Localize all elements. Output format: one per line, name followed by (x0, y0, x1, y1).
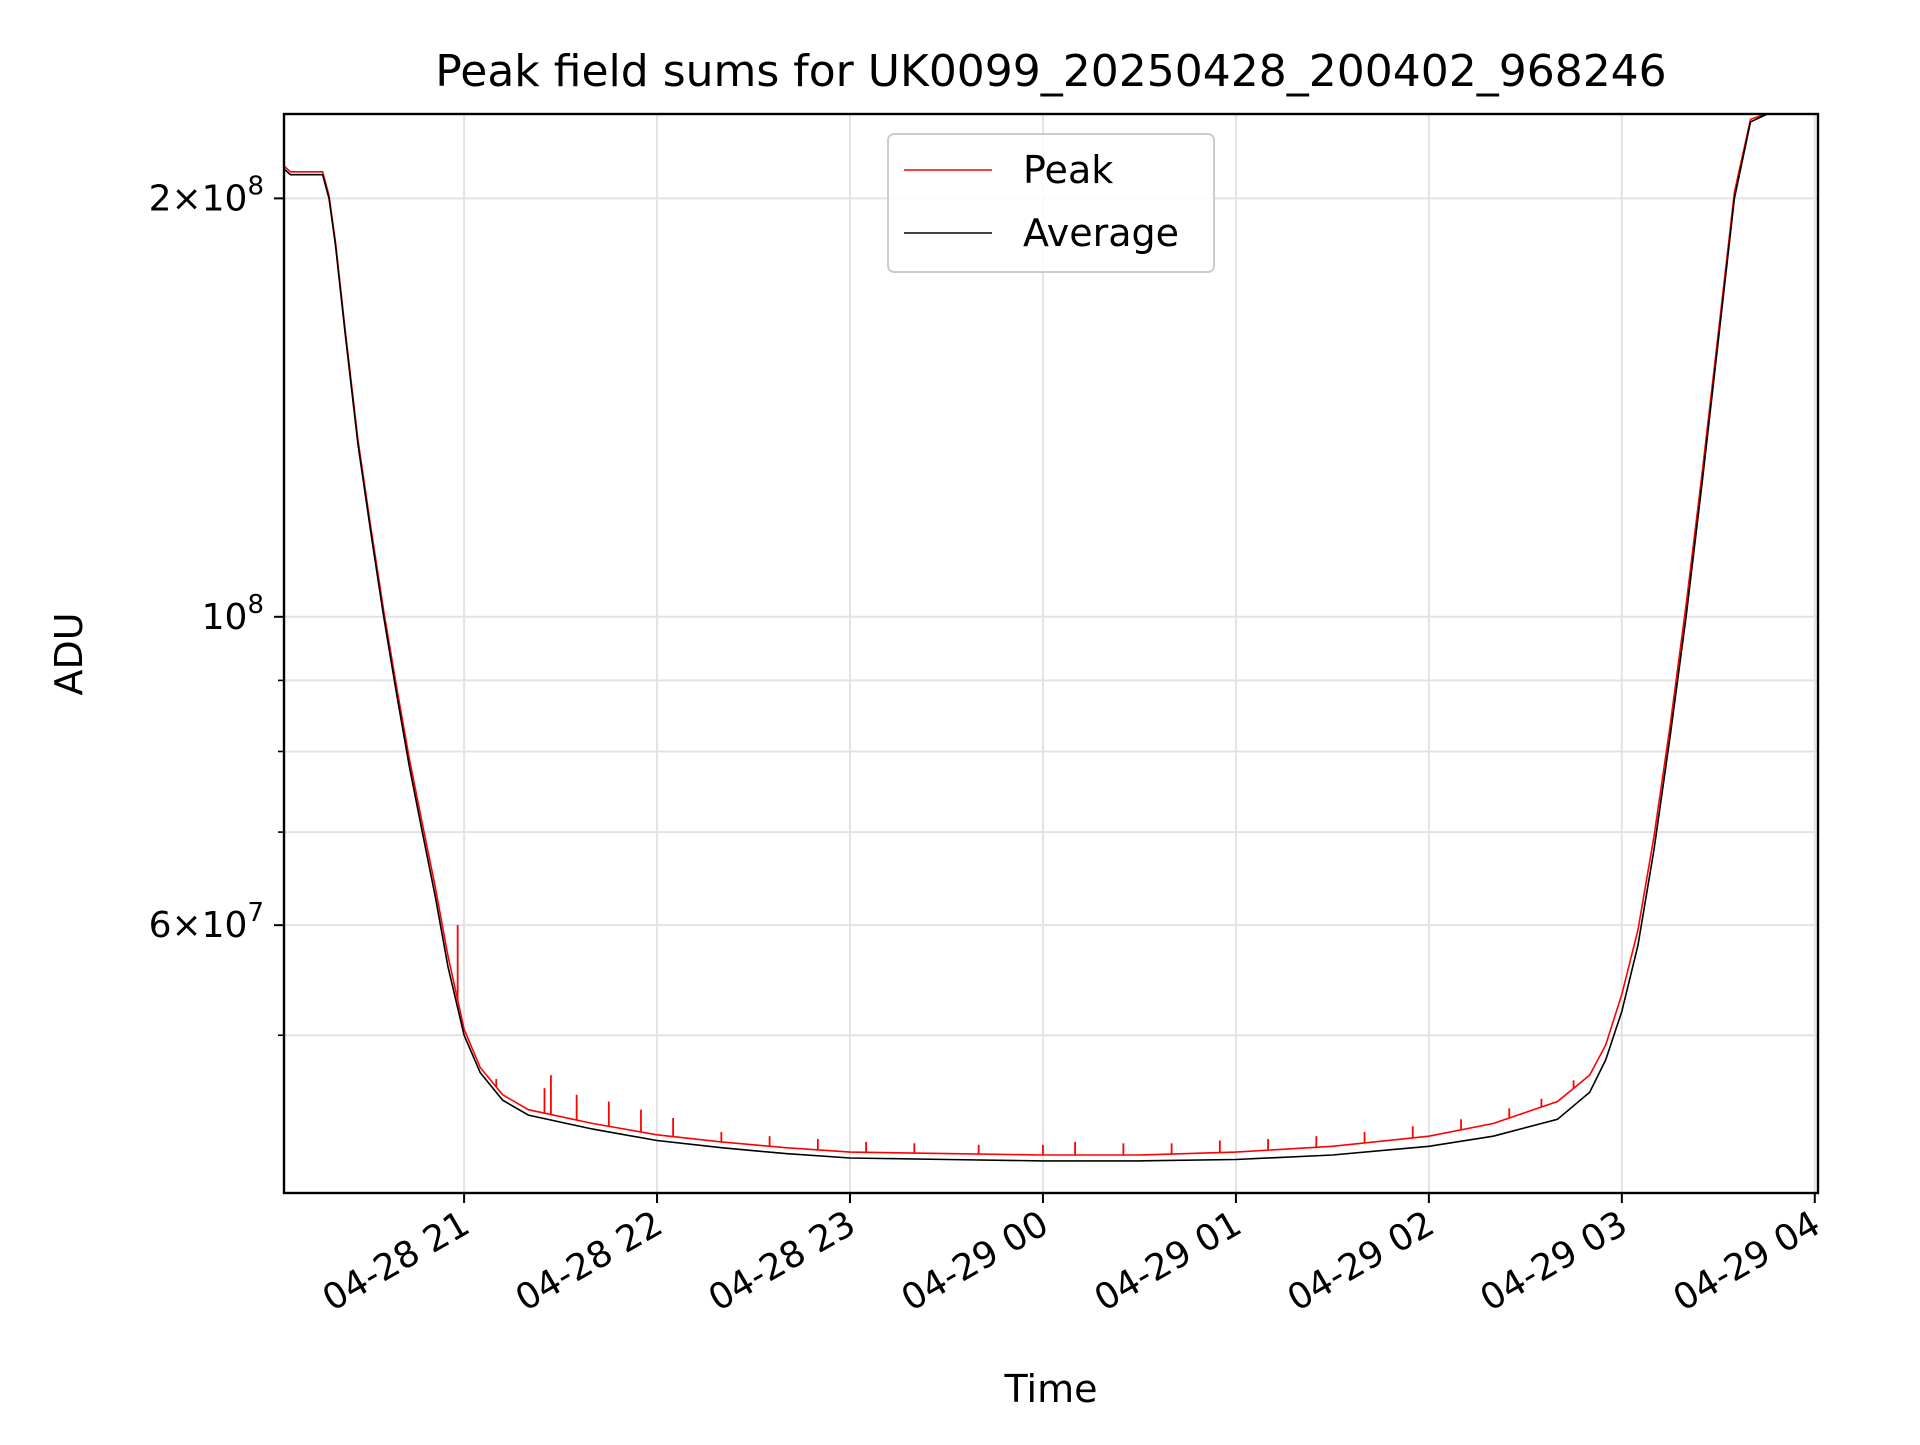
legend-label-peak: Peak (1023, 148, 1113, 192)
plot-frame (282, 112, 1820, 1195)
y-tick-label: 2×108 (149, 171, 264, 219)
series-average (284, 114, 1770, 1162)
y-axis-label: ADU (47, 612, 91, 695)
legend: Peak Average (887, 133, 1215, 273)
series-layer (284, 114, 1770, 1162)
y-tick-label: 6×107 (149, 898, 264, 946)
series-average-line (284, 114, 1770, 1162)
grid (284, 114, 1818, 1193)
chart-title: Peak field sums for UK0099_20250428_2004… (435, 46, 1666, 97)
x-axis-label: Time (1004, 1367, 1098, 1411)
legend-box (887, 133, 1215, 273)
legend-label-average: Average (1023, 211, 1179, 255)
